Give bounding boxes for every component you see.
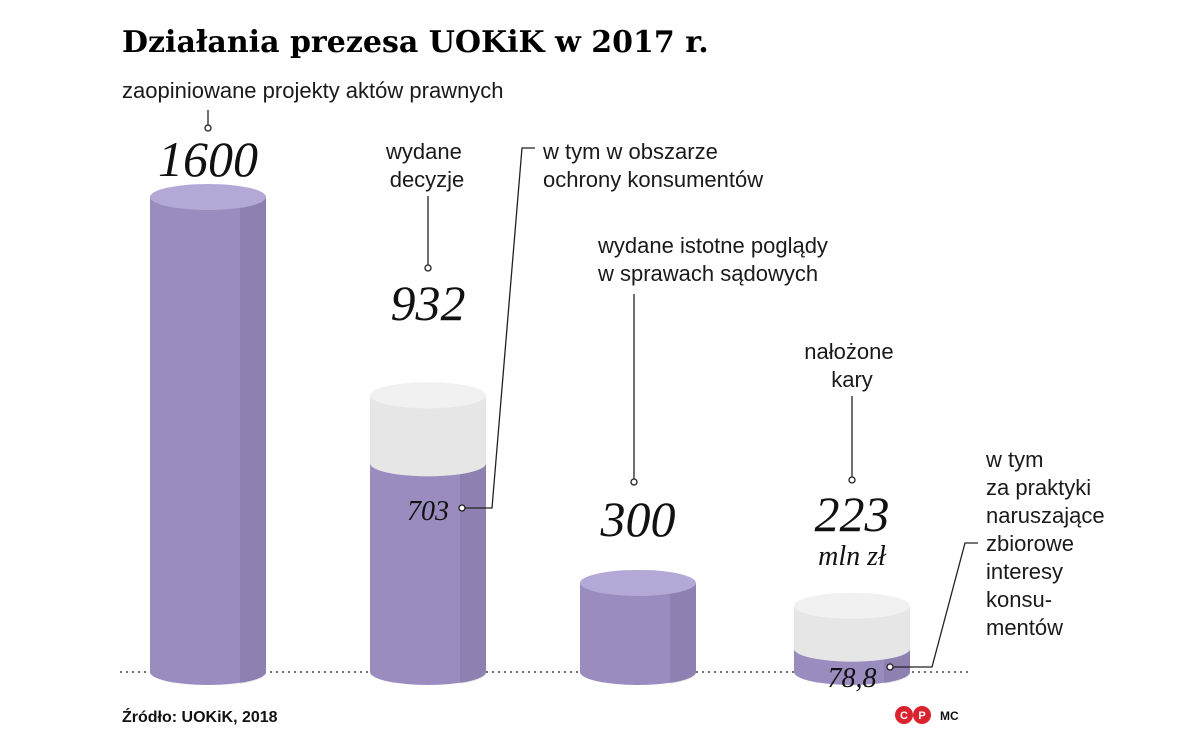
- source-text: Źródło: UOKiK, 2018: [122, 707, 278, 726]
- unit-label-4: mln zł: [818, 541, 887, 572]
- leader-dot-bar-3: [630, 478, 638, 486]
- sub-label-4-line-3: naruszające: [986, 503, 1105, 528]
- bar-2-top: [370, 382, 486, 409]
- category-label-2: wydane decyzje: [385, 139, 468, 192]
- category-label-3-line-2: w sprawach sądowych: [597, 261, 818, 286]
- value-label-4: 223: [815, 486, 890, 542]
- sub-label-4-line-2: za praktyki: [986, 475, 1091, 500]
- category-label-1-line-1: zaopiniowane projekty aktów prawnych: [122, 78, 504, 103]
- category-label-2-line-1: wydane: [385, 139, 462, 164]
- sub-label-4-line-7: mentów: [986, 615, 1063, 640]
- bar-4-top: [794, 592, 910, 619]
- bar-3-body: [580, 582, 696, 685]
- bar-1-shade: [240, 197, 267, 684]
- bar-4-total-body-front: [794, 605, 910, 662]
- leader-sub-4: [890, 542, 978, 668]
- leader-layer: [204, 110, 978, 671]
- leader-dot-bar-4: [848, 476, 856, 484]
- sub-value-label-2: 703: [407, 496, 449, 527]
- category-label-3: wydane istotne poglądy w sprawach sądowy…: [597, 233, 834, 286]
- leader-sub-2: [462, 147, 535, 509]
- chart-title: Działania prezesa UOKiK w 2017 r.: [122, 25, 709, 60]
- leader-dot-bar-1: [204, 124, 212, 132]
- value-label-1: 1600: [158, 131, 258, 187]
- sub-label-4-line-4: zbiorowe: [986, 531, 1074, 556]
- bar-3-top: [580, 569, 696, 596]
- bar-2-sub-shade: [460, 463, 487, 684]
- logo-letter-p: P: [918, 710, 925, 722]
- logo-circle-right: [913, 706, 931, 724]
- publisher-logo: C P: [895, 706, 931, 724]
- sub-label-4-line-6: konsu-: [986, 587, 1052, 612]
- sub-label-4-line-1: w tym: [985, 447, 1043, 472]
- category-label-1: zaopiniowane projekty aktów prawnych: [122, 78, 504, 103]
- sub-label-4: w tym za praktyki naruszające zbiorowe i…: [985, 447, 1111, 640]
- category-label-4: nałożone kary: [804, 339, 899, 392]
- category-label-4-line-2: kary: [831, 367, 873, 392]
- category-label-3-line-1: wydane istotne poglądy: [597, 233, 828, 258]
- sub-value-label-4: 78,8: [828, 663, 877, 694]
- sub-label-4-line-5: interesy: [986, 559, 1063, 584]
- bar-2-sub-body: [370, 463, 486, 685]
- bar-3-shade: [670, 582, 697, 684]
- sub-label-2: w tym w obszarze ochrony konsumentów: [542, 139, 763, 192]
- bar-2-total-body-front: [370, 395, 486, 477]
- bar-1-body: [150, 197, 266, 685]
- sub-label-2-line-2: ochrony konsumentów: [543, 167, 763, 192]
- cylinder-layer: [150, 184, 911, 685]
- category-label-4-line-1: nałożone: [804, 339, 893, 364]
- leader-dot-sub-2: [458, 504, 466, 512]
- value-label-3: 300: [600, 491, 676, 547]
- leader-dot-bar-2: [424, 264, 432, 272]
- author-initials: MC: [940, 709, 959, 723]
- bar-1-top: [150, 184, 266, 210]
- category-label-2-line-2: decyzje: [390, 167, 465, 192]
- logo-letter-c: C: [900, 710, 908, 722]
- sub-label-2-line-1: w tym w obszarze: [542, 139, 718, 164]
- leader-dot-sub-4: [886, 663, 894, 671]
- logo-circle-left: [895, 706, 913, 724]
- value-label-2: 932: [391, 275, 466, 331]
